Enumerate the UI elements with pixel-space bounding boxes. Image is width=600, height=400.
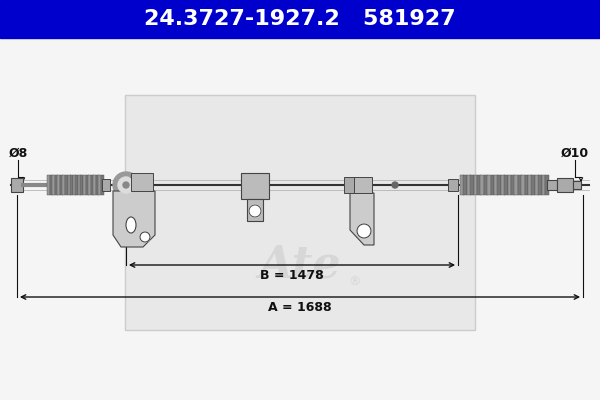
Text: Ate: Ate <box>259 244 341 286</box>
Bar <box>131 173 153 191</box>
Bar <box>545 175 549 195</box>
Circle shape <box>123 182 129 188</box>
Bar <box>60 175 63 195</box>
Bar <box>57 175 60 195</box>
Bar <box>504 175 508 195</box>
Bar <box>501 175 505 195</box>
Bar <box>542 175 545 195</box>
Bar <box>463 175 467 195</box>
Bar <box>473 175 478 195</box>
Bar <box>470 175 474 195</box>
Bar <box>83 175 86 195</box>
Bar <box>52 175 55 195</box>
Bar <box>344 177 356 193</box>
Bar <box>50 175 53 195</box>
Bar <box>484 175 488 195</box>
Bar <box>518 175 521 195</box>
Bar <box>491 175 494 195</box>
Bar <box>0 0 600 38</box>
Circle shape <box>113 172 139 198</box>
Circle shape <box>249 205 261 217</box>
Bar <box>101 175 104 195</box>
Bar <box>528 175 532 195</box>
Bar <box>460 175 464 195</box>
Bar <box>532 175 535 195</box>
Circle shape <box>357 224 371 238</box>
Bar <box>55 175 58 195</box>
Bar <box>241 173 269 199</box>
Bar <box>247 199 263 221</box>
Bar <box>477 175 481 195</box>
Text: Ø10: Ø10 <box>561 147 589 160</box>
Ellipse shape <box>126 217 136 233</box>
Bar <box>557 178 573 192</box>
Text: 24.3727-1927.2   581927: 24.3727-1927.2 581927 <box>144 9 456 29</box>
Bar <box>125 95 475 330</box>
Bar <box>448 179 458 191</box>
Text: Ø8: Ø8 <box>8 147 28 160</box>
Bar <box>11 178 23 192</box>
Circle shape <box>140 232 150 242</box>
Bar <box>96 175 99 195</box>
Bar <box>126 177 144 193</box>
Bar <box>91 175 94 195</box>
Text: B = 1478: B = 1478 <box>260 269 324 282</box>
Bar <box>88 175 91 195</box>
Bar <box>547 180 557 190</box>
Circle shape <box>118 177 134 193</box>
Bar <box>80 175 83 195</box>
Bar <box>538 175 542 195</box>
Bar <box>497 175 501 195</box>
Bar <box>98 175 101 195</box>
Bar <box>93 175 96 195</box>
Bar <box>86 175 89 195</box>
Bar <box>47 175 50 195</box>
Bar <box>75 175 78 195</box>
Text: A = 1688: A = 1688 <box>268 301 332 314</box>
Bar <box>73 175 76 195</box>
Text: ®: ® <box>349 276 361 288</box>
Bar <box>467 175 470 195</box>
Bar <box>68 175 71 195</box>
Bar <box>524 175 529 195</box>
Bar <box>102 179 110 191</box>
Bar <box>487 175 491 195</box>
Bar <box>62 175 65 195</box>
Bar <box>573 181 581 189</box>
Bar <box>481 175 484 195</box>
Bar <box>521 175 525 195</box>
Bar <box>65 175 68 195</box>
Polygon shape <box>350 193 374 245</box>
Polygon shape <box>113 191 155 247</box>
Bar <box>535 175 539 195</box>
Bar <box>70 175 73 195</box>
Bar <box>508 175 511 195</box>
Bar <box>354 177 372 193</box>
Bar <box>511 175 515 195</box>
Bar <box>514 175 518 195</box>
Bar <box>494 175 498 195</box>
Circle shape <box>392 182 398 188</box>
Bar <box>78 175 81 195</box>
